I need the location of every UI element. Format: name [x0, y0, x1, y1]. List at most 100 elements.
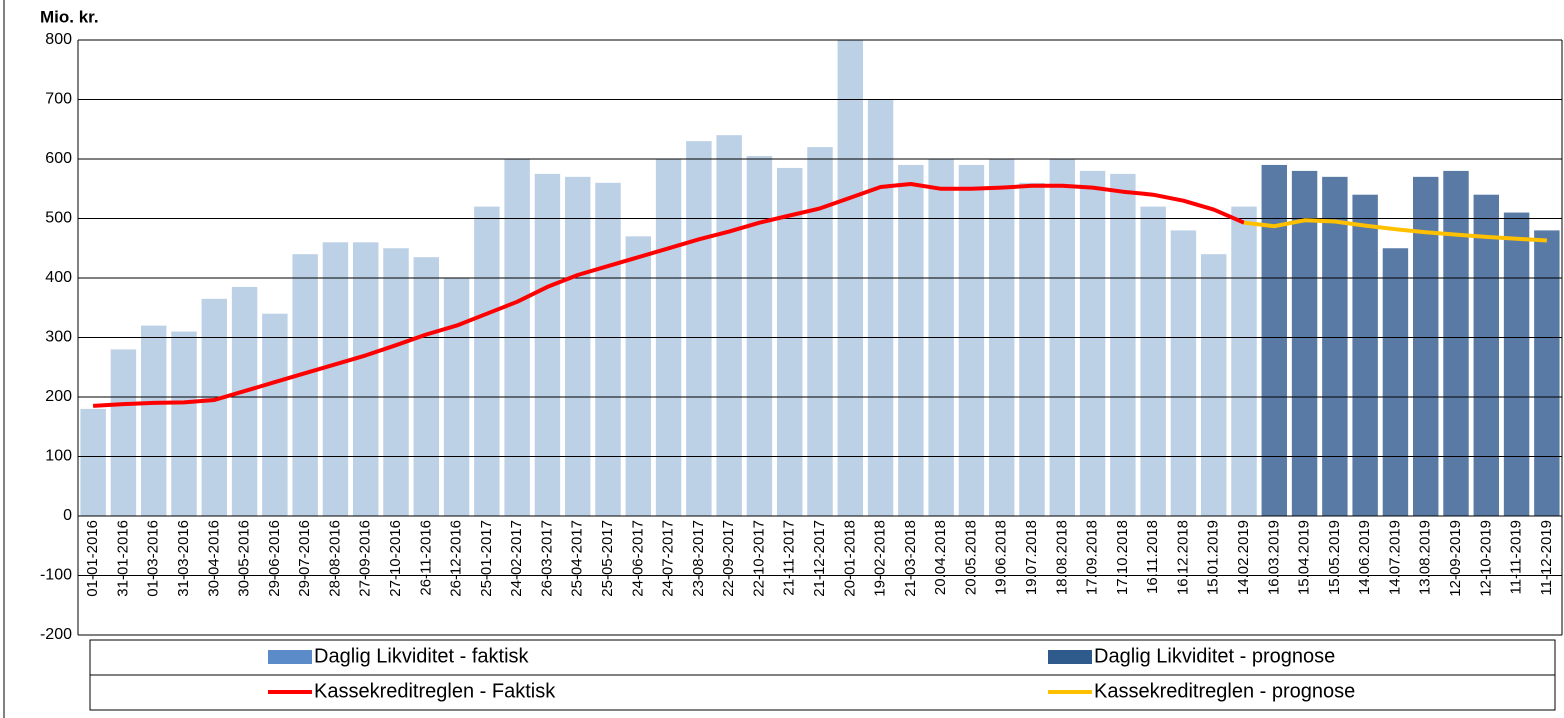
y-tick-label: 600 — [45, 150, 72, 167]
bar — [716, 135, 742, 516]
x-tick-label: 28-08-2016 — [326, 520, 343, 597]
x-tick-label: 26-11-2016 — [417, 520, 434, 596]
x-tick-label: 16.03.2019 — [1265, 520, 1282, 595]
y-axis-label: Mio. kr. — [40, 7, 99, 26]
x-tick-label: 20.05.2018 — [962, 520, 979, 595]
bar — [1534, 230, 1560, 516]
x-tick-label: 15.05.2019 — [1326, 520, 1343, 595]
bar — [110, 349, 137, 516]
x-tick-label: 16.12.2018 — [1174, 520, 1191, 595]
y-tick-label: 0 — [63, 507, 72, 524]
bar — [413, 257, 440, 516]
bar — [1443, 170, 1469, 516]
bar — [383, 248, 409, 516]
x-tick-label: 31-01-2016 — [114, 520, 131, 597]
x-tick-label: 15.04.2019 — [1296, 520, 1313, 595]
y-tick-label: 200 — [45, 388, 72, 405]
y-tick-label: 400 — [45, 269, 72, 286]
y-tick-label: -200 — [40, 626, 72, 643]
bar — [1473, 194, 1500, 516]
x-tick-label: 31-03-2016 — [175, 520, 192, 597]
y-tick-label: 100 — [45, 448, 72, 465]
y-tick-label: 800 — [45, 31, 72, 48]
x-tick-label: 25-05-2017 — [599, 520, 616, 597]
x-tick-label: 30-04-2016 — [205, 520, 222, 597]
bars — [80, 40, 1560, 517]
x-tick-label: 26-12-2016 — [448, 520, 465, 597]
bar — [1140, 206, 1166, 516]
x-tick-label: 26-03-2017 — [538, 520, 555, 597]
x-tick-label: 25-01-2017 — [478, 520, 495, 597]
x-tick-label: 11-12-2019 — [1538, 520, 1555, 596]
x-tick-label: 19-02-2018 — [872, 520, 889, 597]
legend-label: Daglig Likviditet - prognose — [1094, 645, 1335, 667]
x-tick-label: 21-12-2017 — [811, 520, 828, 597]
x-tick-label: 27-10-2016 — [387, 520, 404, 597]
line — [92, 182, 1245, 408]
bar — [1200, 254, 1227, 516]
y-tick-label: 700 — [45, 91, 72, 108]
y-tick-label: 500 — [45, 210, 72, 227]
bar — [625, 236, 652, 516]
bar — [686, 141, 712, 516]
bar — [867, 99, 894, 516]
bar — [322, 242, 349, 517]
bar — [1352, 194, 1378, 516]
bar — [1261, 164, 1288, 516]
x-tick-label: 12-09-2019 — [1447, 520, 1464, 597]
legend-label: Kassekreditreglen - prognose — [1094, 680, 1355, 702]
x-tick-label: 19.06.2018 — [993, 520, 1010, 595]
x-tick-label: 12-10-2019 — [1477, 520, 1494, 597]
bar — [776, 167, 803, 517]
x-tick-label: 01-01-2016 — [84, 520, 101, 597]
y-tick-label: -100 — [40, 567, 72, 584]
x-tick-label: 13.08.2019 — [1417, 520, 1434, 595]
x-tick-label: 29-07-2016 — [296, 520, 313, 597]
x-tick-label: 16.11.2018 — [1144, 520, 1161, 594]
x-tick-label: 27-09-2016 — [357, 520, 374, 597]
bar — [534, 173, 561, 516]
bar — [1170, 230, 1197, 516]
bar — [1291, 170, 1318, 516]
legend-swatch — [268, 650, 312, 664]
x-tick-label: 21-11-2017 — [781, 520, 798, 596]
bar — [80, 408, 106, 516]
x-tick-label: 23-08-2017 — [690, 520, 707, 597]
y-tick-label: 300 — [45, 329, 72, 346]
bar — [1322, 176, 1348, 516]
legend-label: Kassekreditreglen - Faktisk — [314, 680, 556, 702]
x-tick-label: 20.04.2018 — [932, 520, 949, 595]
bar — [1503, 212, 1530, 517]
x-tick-label: 14.06.2019 — [1356, 520, 1373, 595]
bar — [292, 254, 318, 516]
legend-swatch — [1048, 650, 1092, 664]
x-tick-label: 24-06-2017 — [629, 520, 646, 597]
x-tick-label: 20-01-2018 — [841, 520, 858, 597]
x-tick-label: 30-05-2016 — [236, 520, 253, 597]
bar — [140, 325, 167, 516]
x-tick-label: 24-02-2017 — [508, 520, 525, 597]
x-tick-label: 21-03-2018 — [902, 520, 919, 597]
x-tick-label: 22-10-2017 — [750, 520, 767, 597]
x-tick-label: 01-03-2016 — [145, 520, 162, 597]
bar — [746, 156, 773, 516]
x-tick-label: 15.01.2019 — [1205, 520, 1222, 595]
x-tick-label: 14.07.2019 — [1386, 520, 1403, 595]
bar — [262, 313, 288, 516]
line — [1243, 218, 1548, 243]
x-tick-label: 22-09-2017 — [720, 520, 737, 597]
x-tick-label: 14.02.2019 — [1235, 520, 1252, 595]
x-tick-label: 17.09.2018 — [1084, 520, 1101, 595]
bar — [231, 286, 258, 516]
bar — [171, 331, 197, 516]
x-tick-label: 17.10.2018 — [1114, 520, 1131, 595]
bar — [807, 147, 833, 516]
x-tick-label: 29-06-2016 — [266, 520, 283, 597]
bar — [595, 182, 621, 517]
bar — [474, 206, 500, 516]
bar — [201, 298, 228, 516]
bar — [1231, 206, 1257, 516]
bar — [1079, 170, 1106, 516]
bar — [1110, 173, 1136, 516]
